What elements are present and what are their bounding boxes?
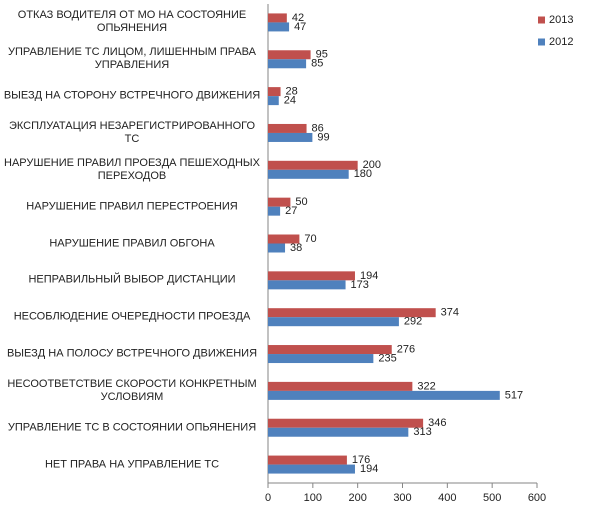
value-label: 42	[292, 12, 304, 24]
bar	[268, 427, 409, 437]
bar	[268, 206, 281, 216]
category-label: ЭКСПЛУАТАЦИЯ НЕЗАРЕГИСТРИРОВАННОГО ТС	[8, 119, 256, 145]
bar	[268, 243, 286, 253]
value-label: 27	[285, 205, 297, 217]
bar	[268, 271, 355, 281]
bar	[268, 13, 287, 23]
bar	[268, 280, 346, 290]
value-label: 276	[397, 343, 415, 355]
legend-swatch	[538, 16, 545, 24]
bar	[268, 317, 399, 327]
value-label: 517	[505, 389, 523, 401]
bar	[268, 455, 347, 465]
value-label: 180	[354, 168, 372, 180]
x-tick-label: 0	[265, 492, 271, 504]
category-label: НАРУШЕНИЕ ПРАВИЛ ПЕРЕСТРОЕНИЯ	[26, 200, 238, 213]
category-label: НАРУШЕНИЕ ПРАВИЛ ПРОЕЗДА ПЕШЕХОДНЫХ ПЕРЕ…	[4, 156, 260, 182]
value-label: 194	[360, 463, 378, 475]
bar	[268, 50, 311, 60]
value-label: 86	[312, 122, 324, 134]
bar	[268, 169, 349, 179]
value-label: 292	[404, 316, 422, 328]
bar	[268, 160, 358, 170]
x-tick-label: 200	[348, 492, 366, 504]
category-label: ВЫЕЗД НА СТОРОНУ ВСТРЕЧНОГО ДВИЖЕНИЯ	[3, 89, 261, 102]
value-label: 176	[352, 454, 370, 466]
category-label: УПРАВЛЕНИЕ ТС ЛИЦОМ, ЛИШЕННЫМ ПРАВА УПРА…	[8, 46, 256, 72]
bar	[268, 354, 374, 364]
category-label: ВЫЕЗД НА ПОЛОСУ ВСТРЕЧНОГО ДВИЖЕНИЯ	[6, 347, 258, 360]
value-label: 374	[441, 307, 459, 319]
legend-swatch	[538, 38, 545, 46]
bar	[268, 87, 281, 97]
legend-label: 2012	[549, 36, 573, 48]
bar	[268, 345, 392, 355]
bar	[268, 234, 300, 244]
category-label: ОТКАЗ ВОДИТЕЛЯ ОТ МО НА СОСТОЯНИЕ ОПЬЯНЕ…	[17, 9, 247, 35]
value-label: 38	[290, 242, 302, 254]
x-tick-label: 100	[304, 492, 322, 504]
bar	[268, 59, 307, 69]
x-tick-label: 300	[393, 492, 411, 504]
category-label: НЕТ ПРАВА НА УПРАВЛЕНИЕ ТС	[44, 458, 220, 471]
bar	[268, 96, 279, 106]
value-label: 313	[413, 426, 431, 438]
bar	[268, 418, 424, 428]
bar	[268, 464, 355, 474]
bar	[268, 22, 290, 32]
category-label: НЕСОБЛЮДЕНИЕ ОЧЕРЕДНОСТИ ПРОЕЗДА	[13, 310, 251, 323]
value-label: 24	[284, 95, 296, 107]
value-label: 70	[304, 233, 316, 245]
value-label: 95	[316, 49, 328, 61]
bar	[268, 390, 500, 400]
bar	[268, 123, 307, 133]
bar	[268, 132, 313, 142]
value-label: 235	[378, 352, 396, 364]
value-label: 173	[351, 279, 369, 291]
value-label: 85	[311, 58, 323, 70]
category-label: НЕСООТВЕТСТВИЕ СКОРОСТИ КОНКРЕТНЫМ УСЛОВ…	[7, 377, 257, 403]
value-label: 28	[286, 86, 298, 98]
bar	[268, 381, 413, 391]
value-label: 99	[317, 131, 329, 143]
x-tick-label: 400	[438, 492, 456, 504]
value-label: 47	[294, 21, 306, 33]
value-label: 194	[360, 270, 378, 282]
x-tick-label: 600	[528, 492, 546, 504]
x-tick-label: 500	[483, 492, 501, 504]
category-label: УПРАВЛЕНИЕ ТС В СОСТОЯНИИ ОПЬЯНЕНИЯ	[7, 421, 257, 434]
value-label: 200	[363, 159, 381, 171]
bar	[268, 308, 436, 318]
category-label: НЕПРАВИЛЬНЫЙ ВЫБОР ДИСТАНЦИИ	[28, 273, 236, 286]
legend-label: 2013	[549, 14, 573, 26]
value-label: 50	[295, 196, 307, 208]
value-label: 322	[417, 380, 435, 392]
category-label: НАРУШЕНИЕ ПРАВИЛ ОБГОНА	[49, 237, 215, 249]
value-label: 346	[428, 417, 446, 429]
bar	[268, 197, 291, 207]
